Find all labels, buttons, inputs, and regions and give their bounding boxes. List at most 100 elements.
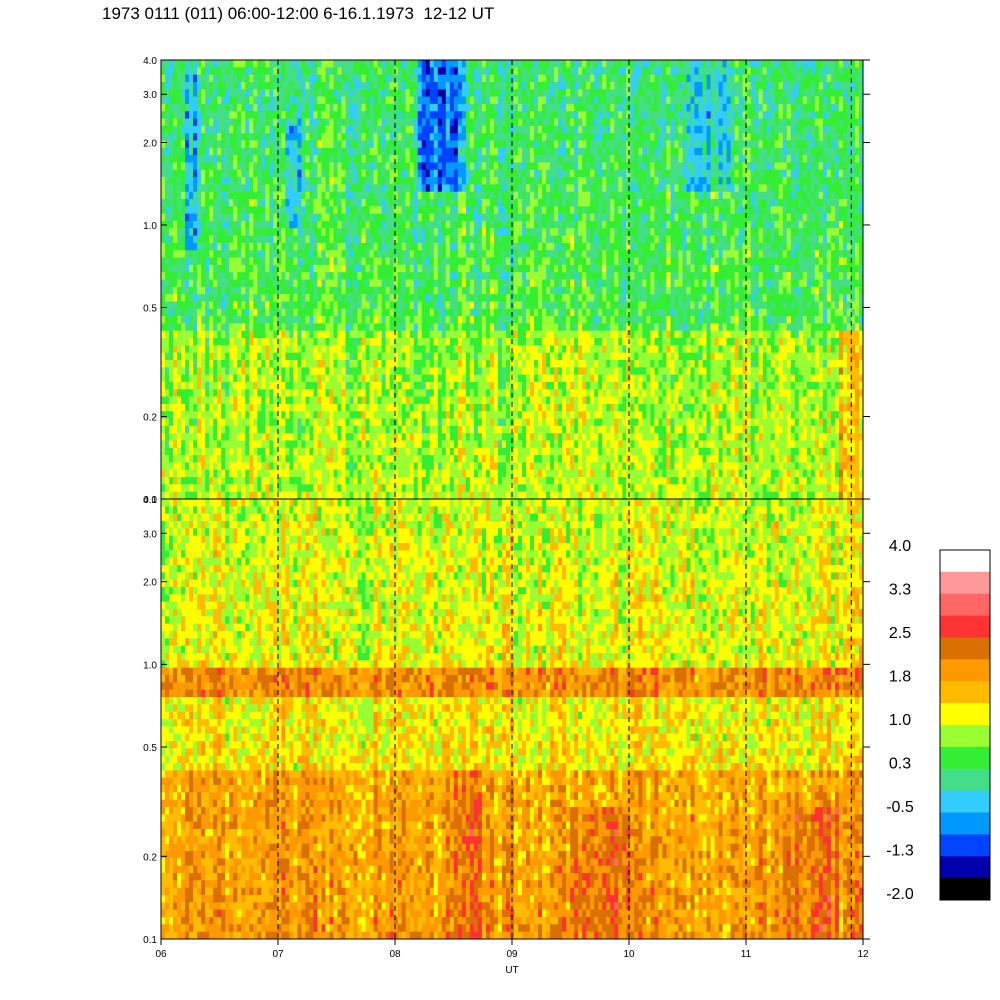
heatmap-cell — [169, 147, 174, 156]
heatmap-cell — [245, 235, 250, 244]
heatmap-cell — [333, 374, 339, 383]
heatmap-cell — [253, 213, 258, 222]
heatmap-cell — [365, 491, 371, 499]
heatmap-cell — [329, 250, 335, 259]
heatmap-cell — [381, 389, 387, 398]
heatmap-cell — [161, 257, 166, 266]
heatmap-cell — [281, 264, 286, 273]
heatmap-cell — [209, 418, 214, 427]
heatmap-cell — [445, 81, 451, 90]
heatmap-cell — [197, 330, 202, 339]
heatmap-cell — [281, 345, 286, 354]
heatmap-cell — [229, 440, 234, 449]
heatmap-cell — [485, 264, 491, 273]
heatmap-cell — [365, 352, 371, 361]
heatmap-cell — [489, 272, 495, 281]
heatmap-cell — [385, 118, 391, 127]
heatmap-cell — [493, 118, 499, 127]
heatmap-cell — [277, 169, 282, 178]
heatmap-cell — [361, 469, 367, 478]
heatmap-cell — [489, 462, 495, 471]
heatmap-cell — [385, 462, 391, 471]
heatmap-cell — [189, 67, 194, 76]
heatmap-cell — [265, 74, 270, 83]
heatmap-cell — [369, 140, 375, 149]
heatmap-cell — [369, 177, 375, 185]
heatmap-cell — [213, 389, 218, 398]
heatmap-cell — [193, 191, 198, 200]
heatmap-cell — [165, 199, 170, 207]
heatmap-cell — [397, 89, 403, 98]
heatmap-cell — [397, 389, 403, 398]
heatmap-cell — [481, 272, 487, 281]
heatmap-cell — [425, 118, 431, 127]
heatmap-cell — [233, 418, 238, 427]
heatmap-cell — [321, 103, 327, 112]
heatmap-cell — [241, 74, 246, 83]
heatmap-cell — [161, 81, 166, 90]
heatmap-cell — [409, 345, 415, 354]
heatmap-cell — [377, 425, 383, 434]
heatmap-cell — [241, 242, 246, 251]
heatmap-cell — [413, 352, 419, 361]
heatmap-cell — [437, 286, 443, 295]
heatmap-cell — [169, 169, 174, 178]
heatmap-cell — [381, 169, 387, 178]
heatmap-cell — [185, 359, 190, 368]
heatmap-cell — [341, 301, 347, 310]
heatmap-cell — [485, 433, 491, 442]
heatmap-cell — [317, 177, 323, 185]
heatmap-cell — [337, 220, 343, 229]
heatmap-cell — [473, 345, 479, 354]
heatmap-cell — [457, 425, 463, 434]
heatmap-cell — [181, 425, 186, 434]
heatmap-cell — [253, 264, 258, 273]
heatmap-cell — [481, 330, 487, 339]
heatmap-cell — [169, 206, 174, 215]
heatmap-cell — [269, 264, 274, 273]
heatmap-cell — [249, 133, 254, 142]
heatmap-cell — [337, 125, 343, 134]
heatmap-cell — [445, 316, 451, 324]
heatmap-cell — [229, 133, 234, 142]
heatmap-cell — [201, 403, 206, 412]
heatmap-cell — [433, 162, 439, 171]
heatmap-cell — [453, 147, 459, 156]
heatmap-cell — [353, 191, 359, 200]
heatmap-cell — [269, 447, 274, 456]
heatmap-cell — [409, 440, 415, 449]
heatmap-cell — [277, 330, 282, 339]
heatmap-cell — [389, 264, 395, 273]
heatmap-cell — [265, 491, 270, 499]
heatmap-cell — [189, 118, 194, 127]
heatmap-cell — [353, 177, 359, 185]
heatmap-cell — [361, 455, 367, 464]
heatmap-cell — [265, 286, 270, 295]
heatmap-cell — [341, 125, 347, 134]
heatmap-cell — [329, 235, 335, 244]
heatmap-cell — [477, 140, 483, 149]
heatmap-cell — [277, 425, 282, 434]
heatmap-cell — [369, 228, 375, 237]
heatmap-cell — [441, 396, 447, 405]
heatmap-cell — [441, 74, 447, 83]
heatmap-cell — [285, 155, 290, 164]
heatmap-cell — [293, 352, 298, 361]
heatmap-cell — [277, 301, 282, 310]
heatmap-cell — [309, 96, 315, 105]
heatmap-cell — [253, 345, 258, 354]
heatmap-cell — [193, 447, 198, 456]
heatmap-cell — [477, 389, 483, 398]
heatmap-cell — [305, 484, 311, 493]
heatmap-cell — [233, 264, 238, 273]
heatmap-cell — [421, 60, 427, 68]
heatmap-cell — [449, 67, 455, 76]
heatmap-cell — [413, 279, 419, 288]
heatmap-cell — [169, 264, 174, 273]
heatmap-cell — [329, 301, 335, 310]
heatmap-cell — [193, 374, 198, 383]
heatmap-cell — [293, 199, 298, 207]
heatmap-cell — [185, 294, 190, 303]
heatmap-cell — [265, 191, 270, 200]
heatmap-cell — [321, 184, 327, 193]
